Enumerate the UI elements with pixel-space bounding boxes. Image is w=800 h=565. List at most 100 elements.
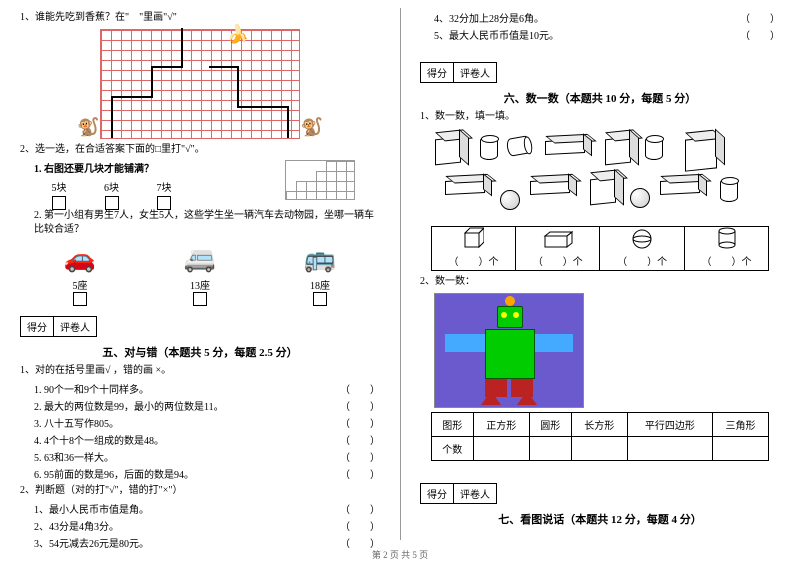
monkey-right-icon: 🐒 — [301, 117, 323, 138]
cell-rect[interactable] — [571, 437, 627, 461]
q2-prompt: 2、选一选，在合适答案下面的□里打"√"。 — [20, 143, 380, 157]
maze-grid: 🍌 🐒 🐒 — [100, 29, 300, 139]
q2-sub1: 1. 右图还要几块才能铺满？ 5块 6块 7块 — [20, 160, 380, 206]
cuboid-icon — [530, 179, 570, 195]
cuboid-icon — [660, 179, 700, 195]
vehicle-van: 🚐 13座 — [165, 241, 235, 306]
q2-sub2: 2. 第一小组有男生7人，女生5人，这些学生坐一辆汽车去动物园，坐哪一辆车比较合… — [20, 209, 380, 237]
cylinder-icon — [480, 136, 498, 160]
q6-1-prompt: 1、数一数，填一填。 — [420, 110, 780, 124]
car-label: 5座 — [45, 277, 115, 292]
tf1-6: 6. 95前面的数是96，后面的数是94。 — [34, 466, 194, 481]
th-rect: 长方形 — [571, 413, 627, 437]
bus-icon: 🚌 — [285, 241, 355, 277]
blank[interactable]: （ ） — [340, 466, 380, 481]
blank[interactable]: （ ） — [740, 10, 780, 25]
tf1-4: 4. 4个十8个一组成的数是48。 — [34, 432, 164, 447]
tf2-1: 1、最小人民币市值是角。 — [34, 501, 149, 516]
cell-square[interactable] — [473, 437, 529, 461]
robot-circle-icon — [501, 312, 507, 318]
checkbox-car[interactable] — [73, 292, 87, 306]
blank[interactable]: （ ） — [340, 518, 380, 533]
section-5-title: 五、对与错（本题共 5 分，每题 2.5 分） — [20, 344, 380, 360]
blank[interactable]: （ ） — [340, 415, 380, 430]
robot-parallelogram-icon — [445, 334, 485, 352]
count-sphere[interactable]: （ ）个 — [600, 227, 684, 271]
score-box-5: 得分 评卷人 — [20, 316, 97, 337]
tf1-prompt: 1、对的在括号里画√ ，错的画 ×。 — [20, 364, 380, 378]
cuboid-icon — [445, 179, 485, 195]
cylinder-icon — [720, 178, 738, 202]
blank[interactable]: （ ） — [340, 449, 380, 464]
robot-triangle-icon — [481, 391, 501, 405]
tf2-prompt: 2、判断题（对的打"√"，错的打"×"） — [20, 484, 380, 498]
score-label: 得分 — [421, 484, 454, 503]
cuboid-icon — [545, 139, 585, 155]
left-column: 1、谁能先吃到香蕉？在" "里画"√" 🍌 🐒 🐒 2、选一选，在合适答案下面的… — [0, 0, 400, 565]
tf2-list: 1、最小人民币市值是角。（ ） 2、43分是4角3分。（ ） 3、54元减去26… — [20, 501, 380, 550]
cube-icon — [605, 137, 631, 166]
banana-icon: 🍌 — [227, 24, 249, 45]
checkbox-6[interactable] — [105, 196, 119, 210]
van-icon: 🚐 — [165, 241, 235, 277]
tf1-5: 5. 63和36一样大。 — [34, 449, 114, 464]
sphere-icon — [500, 190, 520, 210]
tf1-list: 1. 90个一和9个十同样多。（ ） 2. 最大的两位数是99，最小的两位数是1… — [20, 381, 380, 481]
tf2-2: 2、43分是4角3分。 — [34, 518, 119, 533]
count-cuboid[interactable]: （ ）个 — [516, 227, 600, 271]
car-icon: 🚗 — [45, 241, 115, 277]
tile-diagram — [285, 160, 355, 200]
count-table: （ ）个 （ ）个 （ ）个 （ ）个 — [431, 226, 769, 271]
right-column: 4、32分加上28分是6角。（ ） 5、最大人民币币值是10元。（ ） 得分 评… — [400, 0, 800, 565]
monkey-left-icon: 🐒 — [77, 117, 99, 138]
grader-label: 评卷人 — [454, 63, 496, 82]
robot-parallelogram-icon — [533, 334, 573, 352]
checkbox-bus[interactable] — [313, 292, 327, 306]
blank[interactable]: （ ） — [340, 501, 380, 516]
checkbox-van[interactable] — [193, 292, 207, 306]
section-6-title: 六、数一数（本题共 10 分，每题 5 分） — [420, 90, 780, 106]
shapes-area — [430, 130, 770, 220]
q6-2-prompt: 2、数一数： — [420, 275, 780, 289]
robot-circle-icon — [505, 296, 515, 306]
th-tri: 三角形 — [712, 413, 768, 437]
robot-square-icon — [485, 329, 535, 379]
robot-figure — [434, 293, 584, 408]
robot-circle-icon — [513, 312, 519, 318]
cube-icon — [435, 137, 461, 166]
score-label: 得分 — [21, 317, 54, 336]
opt-5: 5块 — [34, 179, 84, 194]
grader-label: 评卷人 — [54, 317, 96, 336]
grader-label: 评卷人 — [454, 484, 496, 503]
blank[interactable]: （ ） — [340, 381, 380, 396]
bus-label: 18座 — [285, 277, 355, 292]
vehicles-row: 🚗 5座 🚐 13座 🚌 18座 — [20, 241, 380, 306]
cell-tri[interactable] — [712, 437, 768, 461]
blank[interactable]: （ ） — [340, 432, 380, 447]
vehicle-car: 🚗 5座 — [45, 241, 115, 306]
cell-para[interactable] — [627, 437, 712, 461]
cube-icon — [590, 177, 616, 206]
count-cylinder[interactable]: （ ）个 — [684, 227, 768, 271]
opt-6: 6块 — [87, 179, 137, 194]
cell-circle[interactable] — [529, 437, 571, 461]
q1-prompt: 1、谁能先吃到香蕉？在" "里画"√" — [20, 11, 380, 25]
blank[interactable]: （ ） — [340, 398, 380, 413]
tf1-1: 1. 90个一和9个十同样多。 — [34, 381, 149, 396]
score-label: 得分 — [421, 63, 454, 82]
blank[interactable]: （ ） — [740, 27, 780, 42]
van-label: 13座 — [165, 277, 235, 292]
count-cube[interactable]: （ ）个 — [431, 227, 515, 271]
th-para: 平行四边形 — [627, 413, 712, 437]
cylinder-icon — [645, 136, 663, 160]
checkbox-5[interactable] — [52, 196, 66, 210]
section-7-title: 七、看图说话（本题共 12 分，每题 4 分） — [420, 511, 780, 527]
th-circle: 圆形 — [529, 413, 571, 437]
cylinder-icon — [506, 135, 533, 157]
cube-icon — [685, 136, 717, 171]
tf1-3: 3. 八十五写作805。 — [34, 415, 119, 430]
sphere-icon — [630, 188, 650, 208]
checkbox-7[interactable] — [157, 196, 171, 210]
page-footer: 第 2 页 共 5 页 — [0, 548, 800, 561]
th-shape: 图形 — [431, 413, 473, 437]
